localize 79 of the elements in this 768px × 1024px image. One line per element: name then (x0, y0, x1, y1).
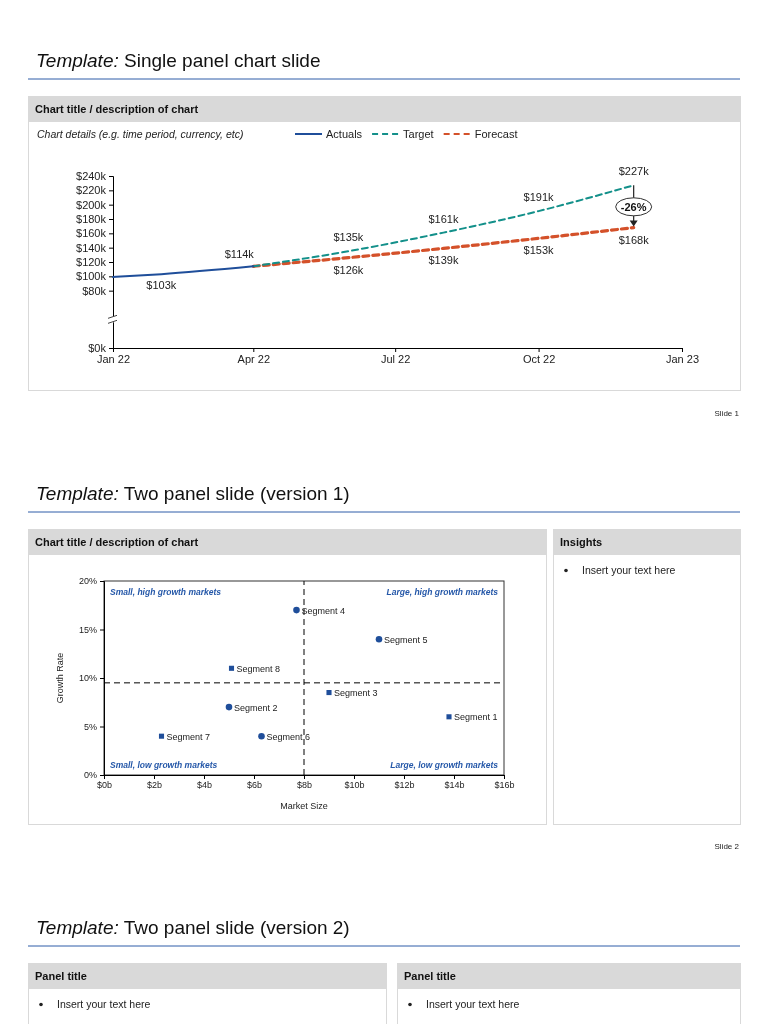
y-tick-label: 10% (78, 673, 97, 684)
data-label: $139k (428, 254, 459, 267)
y-tick-label: 15% (78, 624, 97, 635)
y-tick-label: 20% (78, 576, 97, 587)
annotation: -26% (620, 200, 647, 213)
text: Slide 2 (714, 842, 740, 851)
text: Insert your text here (57, 998, 151, 1010)
data-label: $227k (618, 165, 650, 178)
data-label: $135k (333, 231, 364, 244)
x-tick-label: $0b (96, 780, 113, 791)
chart-title: Chart title / description of chart (35, 536, 199, 548)
point (228, 665, 235, 671)
annotation: Large, low growth markets (390, 760, 499, 770)
point (326, 690, 332, 696)
y-tick-label: $100k (76, 270, 107, 283)
data-label: Segment 5 (384, 634, 428, 645)
x-tick-label: $6b (246, 780, 263, 791)
chart-title: Chart title / description of chart (35, 103, 199, 115)
data-label: $161k (428, 212, 459, 225)
x-tick-label: $14b (444, 780, 465, 791)
x-tick-label: $2b (146, 780, 163, 791)
data-label: $168k (618, 233, 650, 246)
point (375, 635, 383, 643)
data-label: Segment 4 (301, 605, 346, 616)
annotation: Large, high growth markets (386, 587, 499, 597)
x-tick-label: Oct 22 (522, 352, 556, 365)
x-tick-label: Jan 22 (96, 352, 131, 365)
point (293, 606, 300, 614)
point (446, 714, 452, 720)
y-tick-label: $140k (76, 241, 107, 254)
chart-subtitle: Chart details (e.g. time period, currency, etc) (37, 128, 244, 140)
legend-label: Forecast (474, 128, 518, 140)
y-tick-label: 5% (83, 721, 97, 732)
x-tick-label: Apr 22 (237, 352, 271, 365)
point (258, 732, 265, 740)
data-label: $103k (146, 279, 177, 292)
data-label: $191k (523, 191, 555, 204)
text: Template: Two panel slide (version 2) (36, 917, 350, 938)
y-tick-label: $0k (88, 342, 107, 355)
y-tick-label: $200k (76, 198, 107, 211)
text: Insert your text here (426, 998, 520, 1010)
point (158, 733, 165, 739)
y-tick-label: $220k (76, 184, 107, 197)
legend-label: Actuals (326, 128, 363, 140)
y-tick-label: 0% (83, 770, 97, 781)
text: Template: Single panel chart slide (36, 50, 321, 71)
data-label: Segment 3 (334, 688, 378, 699)
data-label: $153k (523, 244, 555, 257)
point (225, 703, 233, 711)
data-label: $126k (333, 263, 364, 276)
data-label: Segment 6 (266, 731, 311, 742)
text: Panel title (35, 970, 87, 982)
x-tick-label: $12b (394, 780, 415, 791)
x-tick-label: $8b (296, 780, 313, 791)
y-tick-label: $120k (76, 256, 107, 269)
text: Template: Two panel slide (version 1) (36, 483, 350, 504)
y-tick-label: $160k (76, 227, 107, 240)
data-label: Segment 8 (236, 663, 281, 674)
x-tick-label: $4b (196, 780, 213, 791)
y-tick-label: $240k (76, 170, 107, 183)
text: Insights (560, 536, 603, 548)
text: Slide 1 (714, 409, 740, 418)
legend-label: Target (403, 128, 434, 140)
data-label: Segment 1 (454, 712, 498, 723)
text: Panel title (404, 970, 456, 982)
text: Insert your text here (582, 564, 676, 576)
x-tick-label: $16b (494, 780, 515, 791)
data-label: Segment 2 (234, 702, 278, 713)
x-tick-label: $10b (344, 780, 365, 791)
y-axis-title: Growth Rate (55, 652, 65, 704)
data-label: Segment 7 (166, 731, 211, 742)
annotation: Small, high growth markets (110, 587, 222, 597)
y-tick-label: $180k (76, 213, 107, 226)
x-axis-title: Market Size (280, 801, 328, 811)
annotation: Small, low growth markets (110, 760, 218, 770)
x-tick-label: Jul 22 (380, 352, 411, 365)
x-tick-label: Jan 23 (665, 352, 700, 365)
data-label: $114k (224, 248, 255, 261)
y-tick-label: $80k (82, 284, 107, 297)
